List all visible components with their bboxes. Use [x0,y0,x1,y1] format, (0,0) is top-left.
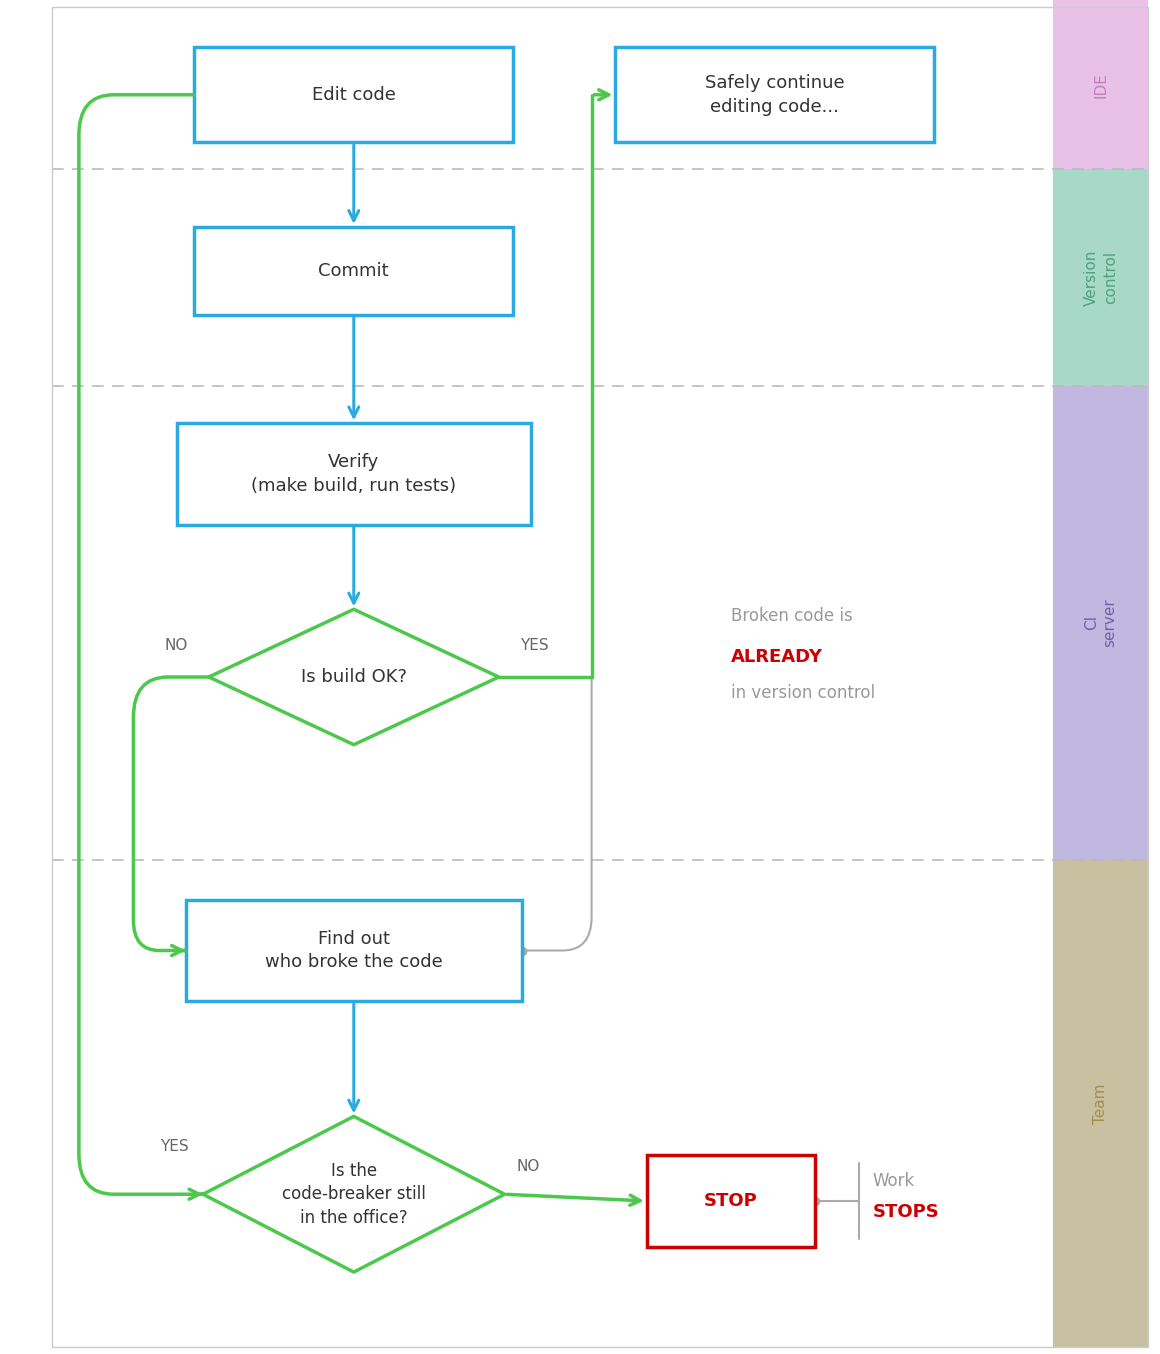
Text: Find out
who broke the code: Find out who broke the code [264,930,443,971]
FancyBboxPatch shape [194,47,513,142]
Text: Edit code: Edit code [312,85,396,104]
Text: NO: NO [516,1159,539,1174]
Polygon shape [203,1116,505,1273]
FancyBboxPatch shape [186,899,522,1002]
Text: STOP: STOP [704,1192,757,1210]
FancyBboxPatch shape [1053,386,1148,860]
Text: Version
control: Version control [1085,249,1117,306]
Polygon shape [209,609,499,745]
Text: ALREADY: ALREADY [731,647,822,666]
FancyBboxPatch shape [615,47,935,142]
Text: Is the
code-breaker still
in the office?: Is the code-breaker still in the office? [282,1162,426,1227]
Text: in version control: in version control [731,684,875,703]
Text: IDE: IDE [1094,72,1108,97]
Text: YES: YES [160,1139,189,1154]
Text: Safely continue
editing code...: Safely continue editing code... [705,74,844,115]
FancyBboxPatch shape [176,422,531,524]
Text: NO: NO [165,638,188,653]
Text: Work: Work [873,1171,915,1190]
FancyBboxPatch shape [1053,169,1148,386]
FancyBboxPatch shape [1053,0,1148,169]
FancyBboxPatch shape [194,226,513,314]
Text: Verify
(make build, run tests): Verify (make build, run tests) [252,454,456,494]
Text: Broken code is: Broken code is [731,607,853,626]
Text: Commit: Commit [319,261,389,280]
Text: Is build OK?: Is build OK? [300,668,407,686]
Text: YES: YES [520,638,549,653]
Text: STOPS: STOPS [873,1202,940,1221]
FancyBboxPatch shape [1053,860,1148,1347]
Text: Team: Team [1094,1083,1108,1124]
Text: CI
server: CI server [1085,598,1117,647]
FancyBboxPatch shape [647,1155,814,1247]
